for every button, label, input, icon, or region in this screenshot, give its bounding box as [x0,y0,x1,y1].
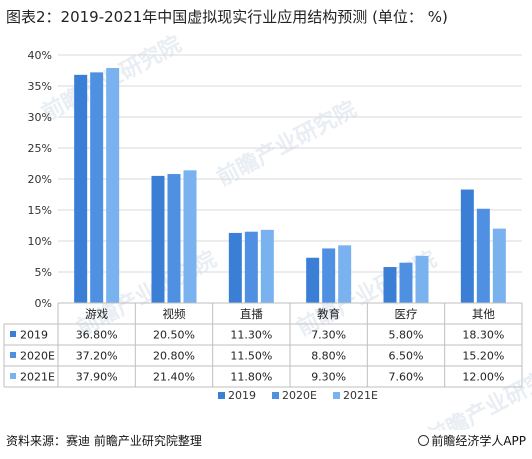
watermark-text: 前瞻产业研究院 [423,356,532,430]
bar [399,262,413,303]
legend: 2019 2020E 2021E [218,389,378,402]
source-note: 资料来源：赛迪 前瞻产业研究院整理 [6,434,202,448]
table-value: 9.30% [311,371,346,384]
y-tick-label: 35% [28,80,52,93]
table-series-label: 2019 [20,329,48,342]
bar [383,267,397,303]
bar [476,208,490,303]
x-category-label: 视频 [163,307,186,321]
chart: 前瞻产业研究院前瞻产业研究院前瞻产业研究院前瞻产业研究院前瞻产业研究院 0%5%… [3,31,532,430]
bar [415,255,429,303]
bar [322,248,336,303]
bar [306,257,320,303]
bar [74,74,88,303]
table-value: 20.50% [153,329,195,342]
y-tick-label: 0% [35,297,52,310]
table-value: 11.50% [230,350,272,363]
x-category-label: 教育 [317,307,340,321]
table-value: 11.80% [230,371,272,384]
x-category-label: 直播 [240,307,263,321]
table-value: 6.50% [389,350,424,363]
legend-key [272,392,279,399]
y-tick-label: 25% [28,142,52,155]
table-value: 7.60% [389,371,424,384]
y-axis: 0% 5% 10% 15% 20% 25% 30% 35% 40% [28,49,52,310]
gridlines [58,54,522,304]
table-value: 20.80% [153,350,195,363]
bar [90,72,104,303]
x-category-label: 其他 [472,307,495,321]
table-legend-key [10,373,16,379]
table-value: 12.00% [462,371,504,384]
table-value: 5.80% [389,329,424,342]
table-value: 18.30% [462,329,504,342]
brand-text: 前瞻经济学人APP [431,434,526,448]
bar [244,231,258,303]
legend-key [218,392,225,399]
watermark-text: 前瞻产业研究院 [213,96,361,191]
data-table: 游戏 视频 直播 教育 医疗 其他 2019 36.80% 20.50% 11.30% 7.30% 5… [3,302,523,388]
bar [260,229,274,303]
bar [167,174,181,303]
legend-label: 2021E [343,389,378,402]
legend-label: 2020E [282,389,317,402]
table-series-label: 2021E [20,371,55,384]
y-tick-label: 5% [35,266,52,279]
y-tick-label: 40% [28,49,52,62]
table-value: 21.40% [153,371,195,384]
chart-title: 图表2：2019-2021年中国虚拟现实行业应用结构预测 (单位： %) [6,8,448,26]
x-category-label: 医疗 [395,307,418,321]
table-legend-key [10,331,16,337]
y-tick-label: 10% [28,235,52,248]
brand-logo-icon [418,435,430,446]
y-tick-label: 15% [28,204,52,217]
table-value: 37.90% [76,371,118,384]
brand-label: 前瞻经济学人APP [418,432,526,449]
y-tick-label: 20% [28,173,52,186]
table-value: 8.80% [311,350,346,363]
legend-label: 2019 [228,389,256,402]
bar [460,189,474,303]
bar [228,232,242,303]
table-value: 37.20% [76,350,118,363]
table-value: 11.30% [230,329,272,342]
bar [183,170,197,303]
table-value: 7.30% [311,329,346,342]
table-value: 15.20% [462,350,504,363]
y-tick-label: 30% [28,111,52,124]
x-category-label: 游戏 [85,307,108,321]
bar [492,228,506,303]
bars [74,68,506,304]
legend-key [333,392,340,399]
table-legend-key [10,352,16,358]
bar [151,175,165,303]
table-value: 36.80% [76,329,118,342]
bar [106,68,120,304]
bar [338,245,352,303]
table-series-label: 2020E [20,350,55,363]
